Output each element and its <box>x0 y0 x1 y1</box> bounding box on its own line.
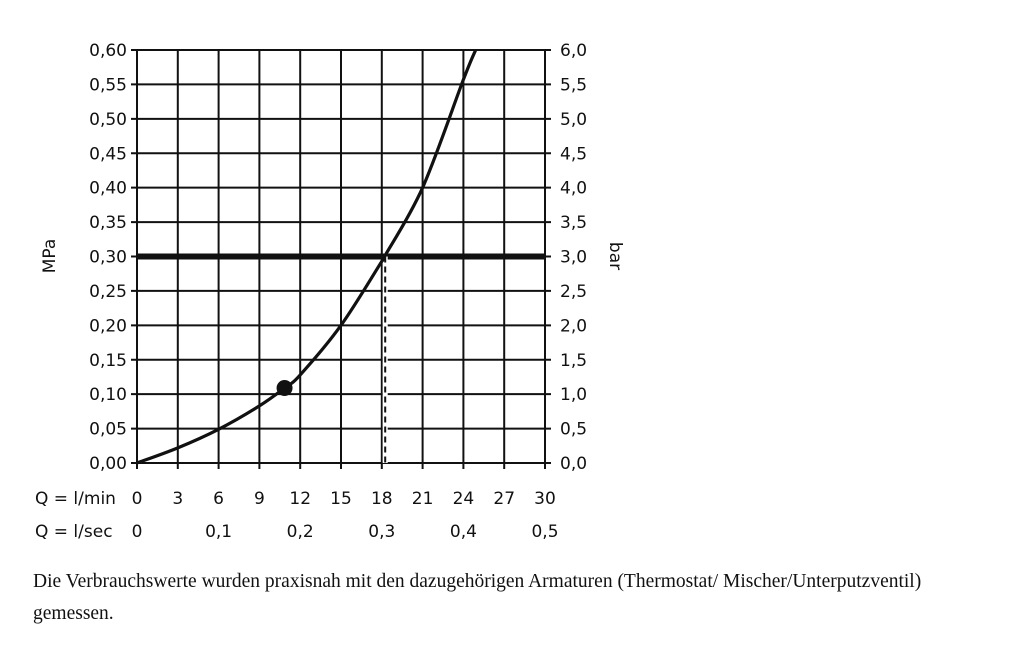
y-right-tick-label: 0,0 <box>560 454 587 474</box>
y-right-tick-label: 6,0 <box>560 41 587 61</box>
x-tick-label: 9 <box>254 489 265 509</box>
y-left-tick-label: 0,30 <box>89 248 127 268</box>
x-tick-label: 0 <box>132 489 143 509</box>
y-right-tick-label: 1,0 <box>560 385 587 405</box>
x2-tick-label: 0,3 <box>368 522 395 542</box>
y-right-tick-label: 4,0 <box>560 179 587 199</box>
y-left-tick-label: 0,55 <box>89 75 127 95</box>
y-right-tick-label: 0,5 <box>560 420 587 440</box>
y-right-tick-label: 5,0 <box>560 110 587 130</box>
x2-tick-label: 0,4 <box>450 522 477 542</box>
y-left-tick-label: 0,10 <box>89 385 127 405</box>
y-left-axis-label: MPa <box>40 239 60 274</box>
x2-tick-label: 0 <box>132 522 143 542</box>
y-right-tick-label: 4,5 <box>560 144 587 164</box>
y-left-tick-label: 0,60 <box>89 41 127 61</box>
y-left-tick-label: 0,40 <box>89 179 127 199</box>
y-left-tick-label: 0,25 <box>89 282 127 302</box>
x-tick-label: 27 <box>493 489 515 509</box>
x2-tick-label: 0,1 <box>205 522 232 542</box>
x-row-label-lsec: Q = l/sec <box>35 522 113 542</box>
y-left-tick-label: 0,05 <box>89 420 127 440</box>
x-tick-label: 12 <box>289 489 311 509</box>
caption: Die Verbrauchswerte wurden praxisnah mit… <box>33 571 922 624</box>
y-right-tick-label: 3,5 <box>560 213 587 233</box>
marks <box>136 49 545 465</box>
y-left-tick-label: 0,15 <box>89 351 127 371</box>
y-left-tick-label: 0,00 <box>89 454 127 474</box>
x-tick-label: 18 <box>371 489 393 509</box>
y-right-axis-label: bar <box>605 242 625 270</box>
y-right-tick-label: 5,5 <box>560 75 587 95</box>
y-right-tick-label: 1,5 <box>560 351 587 371</box>
pressure-flow-curve <box>136 49 478 465</box>
y-right-tick-label: 2,0 <box>560 316 587 336</box>
y-right-tick-label: 3,0 <box>560 248 587 268</box>
x-tick-label: 3 <box>172 489 183 509</box>
tick-labels: 0 3 6 9 12 15 18 21 24 27 30 0 0,1 0,2 0,3 0,4 0,5 0,00 0,… <box>89 41 587 542</box>
x-tick-label: 15 <box>330 489 352 509</box>
x2-tick-label: 0,5 <box>531 522 558 542</box>
y-right-tick-label: 2,5 <box>560 282 587 302</box>
x-tick-label: 6 <box>213 489 224 509</box>
y-left-tick-label: 0,45 <box>89 144 127 164</box>
marked-point <box>276 379 293 396</box>
x2-tick-label: 0,2 <box>287 522 314 542</box>
y-left-tick-label: 0,35 <box>89 213 127 233</box>
x-tick-label: 21 <box>412 489 434 509</box>
x-tick-label: 30 <box>534 489 556 509</box>
y-left-tick-label: 0,20 <box>89 316 127 336</box>
x-row-label-lmin: Q = l/min <box>35 489 116 509</box>
y-left-tick-label: 0,50 <box>89 110 127 130</box>
x-tick-label: 24 <box>453 489 475 509</box>
